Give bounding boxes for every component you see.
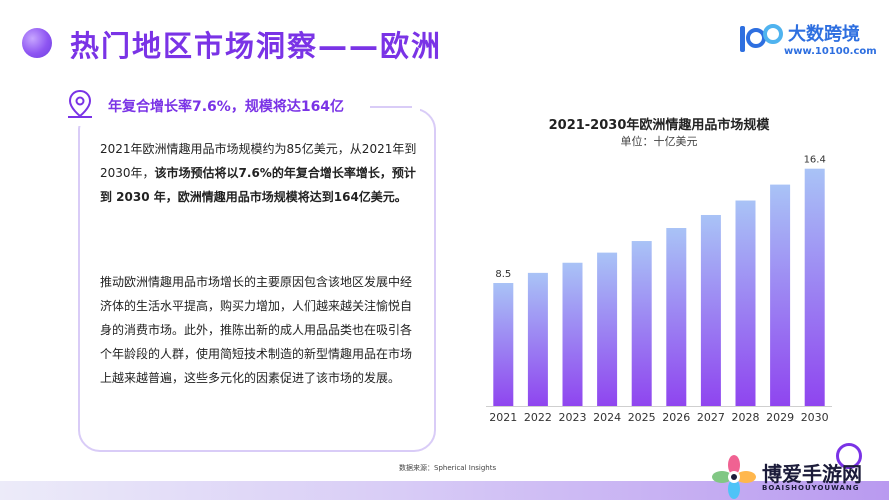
logo-100-icon [740,24,783,52]
x-tick-label: 2029 [766,411,794,424]
panel-label-backdrop [60,86,420,126]
logo-name: 大数跨境 [788,24,860,45]
circle-decoration [836,443,862,469]
bar-2023 [562,262,583,406]
market-size-bar-chart: 2021 2022 2023 2024 2025 2026 2027 2028 2029 2030… [486,155,832,424]
watermark-subtitle: BOAISHOUYOUWANG [762,484,860,492]
chart-title: 2021-2030年欧洲情趣用品市场规模 [548,118,770,133]
x-tick-label: 2028 [732,411,760,424]
data-label: 16.4 [804,155,826,166]
x-tick-label: 2030 [801,411,829,424]
bar-2022 [527,272,548,406]
data-source: 数据来源：Spherical Insights [399,464,497,472]
panel-divider [370,106,412,108]
bar-2027 [700,214,721,406]
x-tick-label: 2023 [559,411,587,424]
x-tick-label: 2027 [697,411,725,424]
data-label: 8.5 [495,269,511,280]
bar-2021 [493,283,514,406]
title-bullet-dot [22,28,52,58]
chart-bars [493,168,825,406]
x-tick-label: 2026 [662,411,690,424]
market-size-paragraph: 2021年欧洲情趣用品市场规模约为85亿美元，从2021年到2030年，该市场预… [100,137,420,209]
location-pin-icon [68,89,92,118]
growth-drivers-paragraph: 推动欧洲情趣用品市场增长的主要原因包含该地区发展中经济体的生活水平提高，购买力增… [100,275,413,385]
chart-unit: 单位：十亿美元 [620,135,698,148]
watermark-name: 博爱手游网 [762,462,862,486]
paragraph-bold-text: 该市场预估将以7.6%的年复合增长率增长，预计到 2030 年，欧洲情趣用品市场… [100,166,416,204]
bar-2024 [597,252,618,406]
bottom-gradient-bar [0,481,889,500]
growth-highlight: 年复合增长率7.6%，规模将达164亿 [108,99,345,115]
summary-panel [78,108,436,452]
x-tick-label: 2021 [489,411,517,424]
x-tick-label: 2024 [593,411,621,424]
x-tick-label: 2022 [524,411,552,424]
bar-2028 [735,200,756,406]
x-tick-label: 2025 [628,411,656,424]
flower-logo-icon [712,455,756,499]
logo-url: www.10100.com [784,46,877,57]
page-title: 热门地区市场洞察——欧洲 [70,29,443,63]
brand-logo: 大数跨境 www.10100.com [736,16,877,66]
bar-2029 [770,184,791,406]
bar-2025 [631,241,652,406]
chart-x-ticks: 2021 2022 2023 2024 2025 2026 2027 2028 2029 2030 [489,411,828,424]
chart-value-labels: 8.5 16.4 [495,155,825,280]
paragraph-text: 2021年欧洲情趣用品市场规模约为85亿美元，从2021年到2030年， [100,142,417,180]
bar-2026 [666,228,687,406]
bar-2030 [804,168,825,406]
